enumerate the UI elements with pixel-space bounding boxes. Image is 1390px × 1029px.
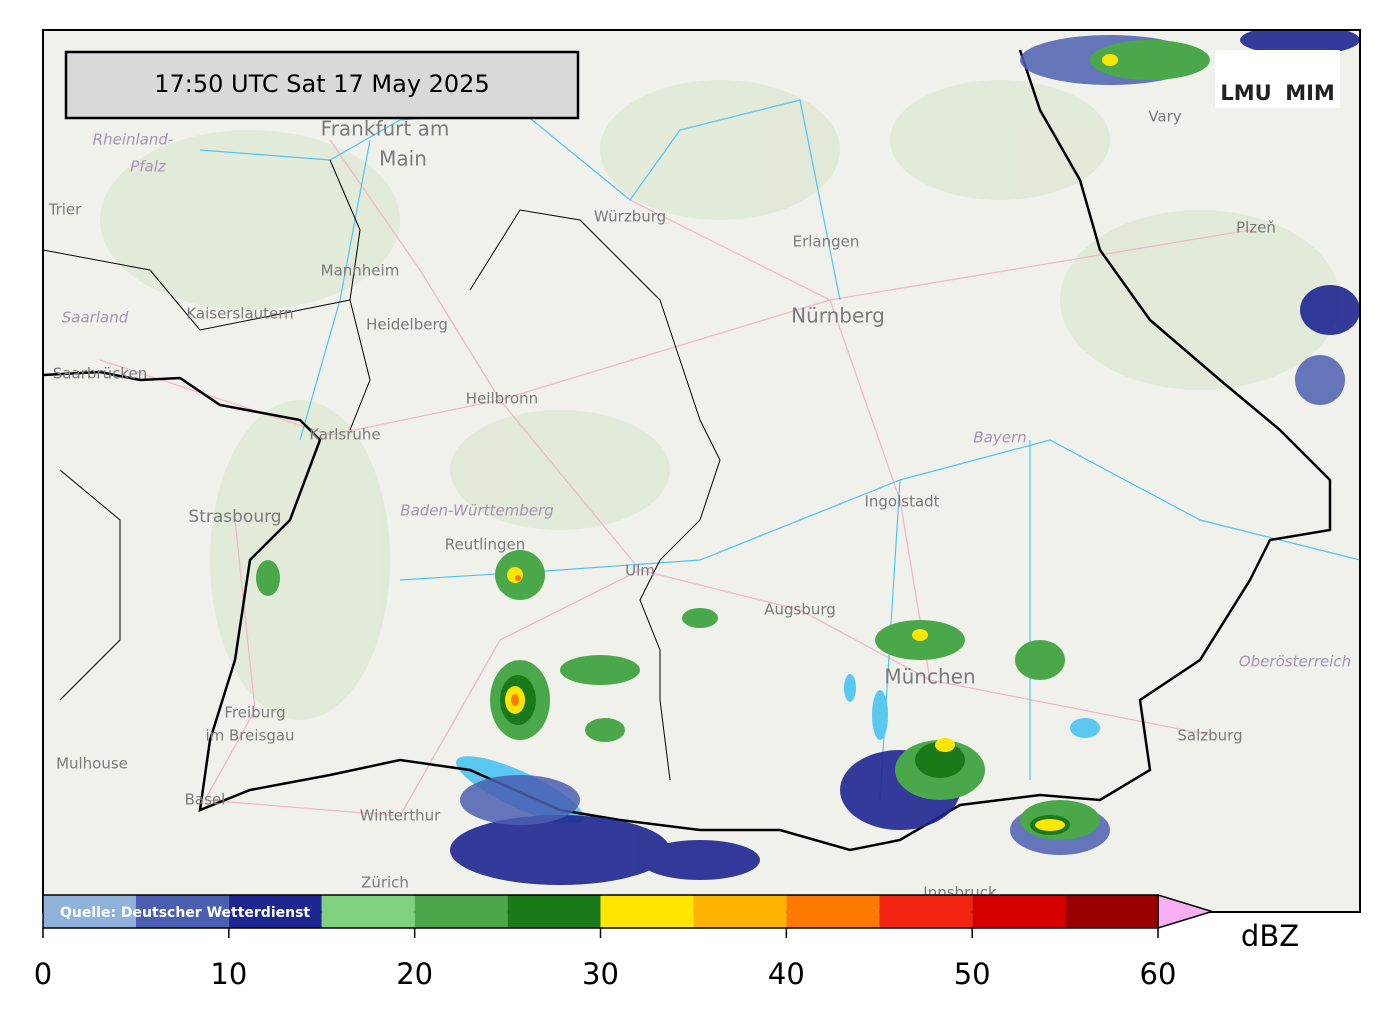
place-label: Reutlingen [445,536,525,554]
tick-label: 50 [954,957,991,991]
place-label: Nürnberg [791,304,885,328]
colorbar-bin [879,895,973,928]
logo-text: MIM [1285,81,1335,105]
place-label: Mulhouse [56,755,128,773]
tick-label: 10 [210,957,247,991]
place-label: Augsburg [764,601,836,619]
tick-label: 0 [34,957,52,991]
place-label: Kaiserslautern [186,305,293,323]
place-label: Ingolstadt [864,493,939,511]
place-label: Main [379,147,427,171]
place-label: Trier [48,201,83,219]
place-label: München [884,665,975,689]
timestamp: 17:50 UTC Sat 17 May 2025 [154,70,489,98]
colorbar-bin [43,895,136,928]
place-label: Strasbourg [188,507,281,527]
place-label: Basel [185,791,226,809]
logo-box [1215,50,1340,108]
colorbar-bin [507,895,601,928]
colorbar-bin [228,895,322,928]
timestamp-box [64,50,580,120]
place-labels: Frankfurt am Main Rheinland- Pfalz Trier Würz… [48,108,1352,902]
place-label: Karlsruhe [309,426,380,444]
place-label: Vary [1148,108,1181,126]
colorbar-bin [693,895,787,928]
place-label: Heilbronn [466,390,538,408]
roads [99,139,1251,817]
colorbar-bin [972,895,1066,928]
tick-label: 30 [582,957,619,991]
place-label: Plzeň [1236,219,1276,237]
place-label: Oberösterreich [1239,653,1351,671]
place-label: Salzburg [1177,727,1242,745]
place-label: im Breisgau [205,727,294,745]
place-label: Frankfurt am [321,117,450,141]
place-label: Würzburg [594,208,666,226]
forest [100,80,1340,720]
place-label: Erlangen [793,233,860,251]
place-label: Winterthur [360,807,441,825]
map-base: Frankfurt am Main Rheinland- Pfalz Trier Würz… [43,30,1360,912]
colorbar-bin [321,895,415,928]
colorbar-unit: dBZ [1241,919,1299,953]
colorbar-bin [600,895,694,928]
logo-text: LMU [1220,81,1271,105]
tick-label: 60 [1140,957,1177,991]
place-label: Baden-Württemberg [400,502,553,520]
place-label: Pfalz [130,158,167,176]
tick-label: 40 [768,957,805,991]
borders [43,49,1332,852]
tick-label: 20 [396,957,433,991]
place-label: Mannheim [321,262,400,280]
colorbar-bin [1065,895,1158,928]
place-label: Saarbrücken [53,365,147,383]
place-label: Freiburg [224,704,285,722]
place-label: Ulm [625,562,655,580]
place-label: Rheinland- [93,131,174,149]
place-label: Heidelberg [366,316,448,334]
colorbar-bin [135,895,229,928]
colorbar-bin [786,895,880,928]
colorbar-bin [414,895,508,928]
place-label: Saarland [62,309,129,327]
place-label: Zürich [361,874,409,892]
source-note: Quelle: Deutscher Wetterdienst [60,905,310,921]
colorbar: Quelle: Deutscher Wetterdienst 0 10 20 30 40 5… [34,893,1299,991]
place-label: Bayern [973,429,1026,447]
rivers [199,99,1360,801]
radar-echoes [256,30,1360,885]
